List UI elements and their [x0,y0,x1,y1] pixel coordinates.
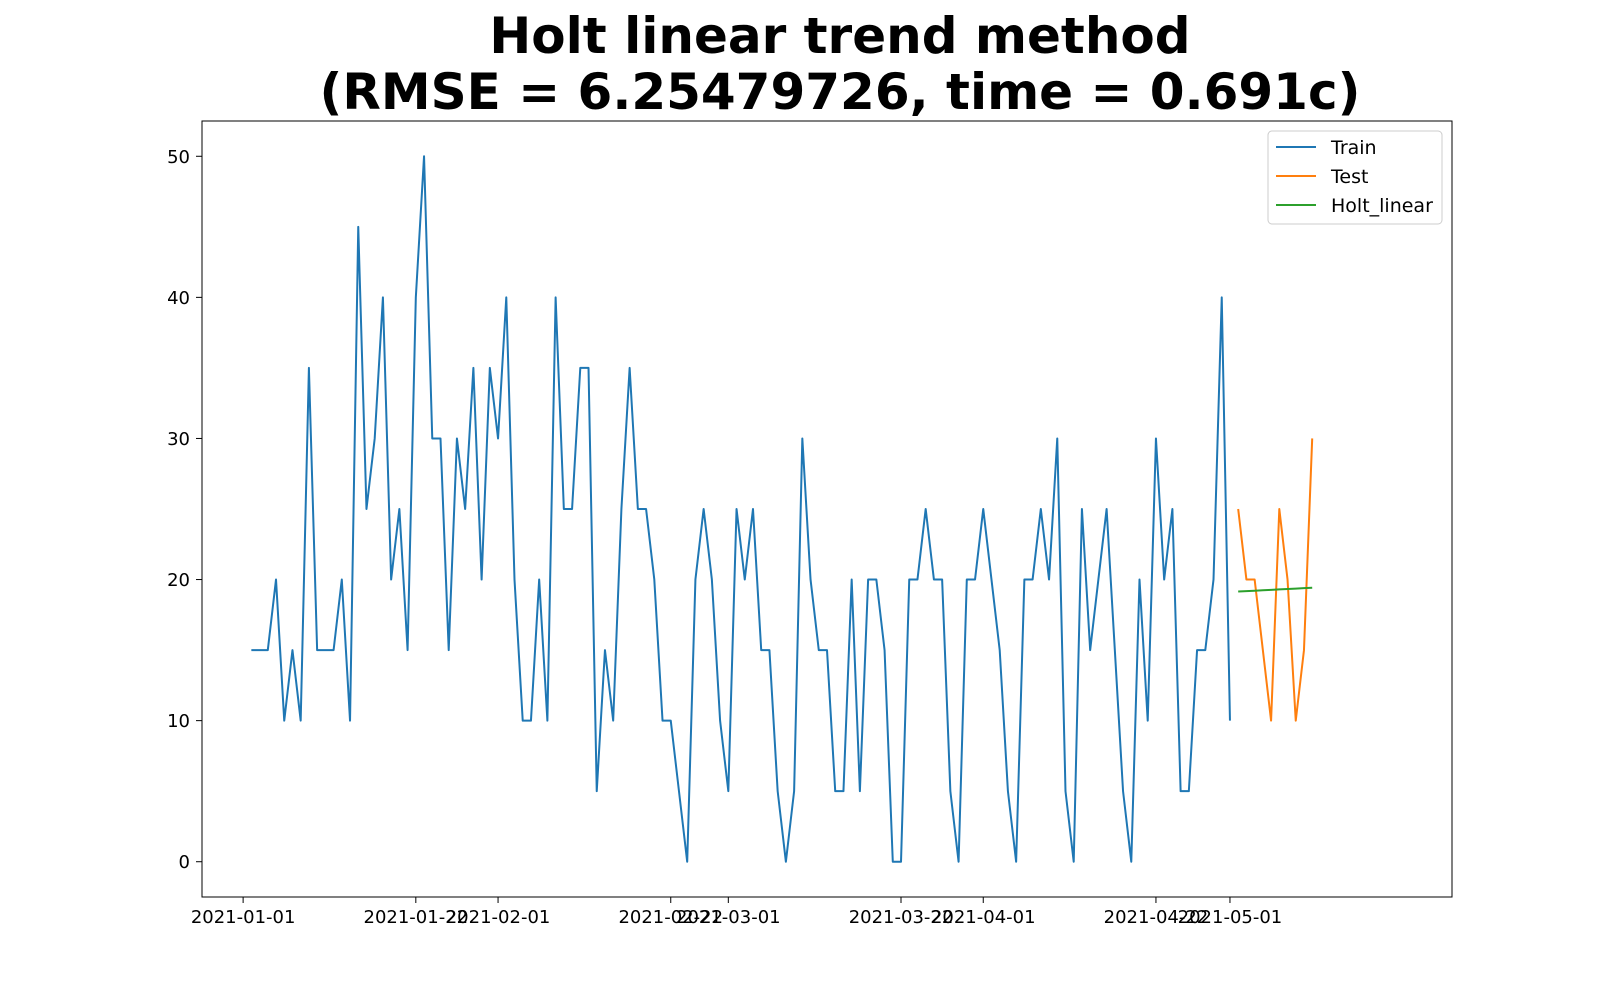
legend: Train Test Holt_linear [1267,130,1443,225]
x-tick-label: 2021-01-01 [191,907,296,928]
legend-label-test: Test [1330,166,1368,188]
x-tick-label: 2021-02-22 [618,907,723,928]
legend-label-holt-linear: Holt_linear [1331,195,1433,217]
y-tick-label: 10 [167,711,190,732]
series-layer [251,155,1314,863]
x-tick-label: 2021-01-22 [364,907,469,928]
x-tick-label: 2021-05-01 [1178,907,1283,928]
chart-title-block: Holt linear trend method (RMSE = 6.25479… [0,8,1600,120]
x-tick-label: 2021-04-22 [1104,907,1209,928]
x-tick-label: 2021-04-01 [931,907,1036,928]
x-tick-label: 2021-02-01 [446,907,551,928]
series-line-holt-linear [1238,586,1313,593]
y-tick-label: 50 [167,147,190,168]
y-axis: 0 10 20 30 40 50 [167,147,202,873]
chart-subtitle: (RMSE = 6.25479726, time = 0.691c) [319,63,1361,121]
y-tick-label: 40 [167,288,190,309]
y-tick-label: 30 [167,429,190,450]
series-line-test [1237,438,1314,722]
x-tick-label: 2021-03-01 [676,907,781,928]
x-tick-label: 2021-03-22 [849,907,954,928]
series-line-train [251,155,1231,863]
y-tick-label: 20 [167,570,190,591]
y-tick-label: 0 [179,852,190,873]
plot-frame [201,120,1453,898]
chart-title: Holt linear trend method [489,7,1191,65]
legend-label-train: Train [1330,137,1377,159]
legend-box [1267,130,1443,225]
